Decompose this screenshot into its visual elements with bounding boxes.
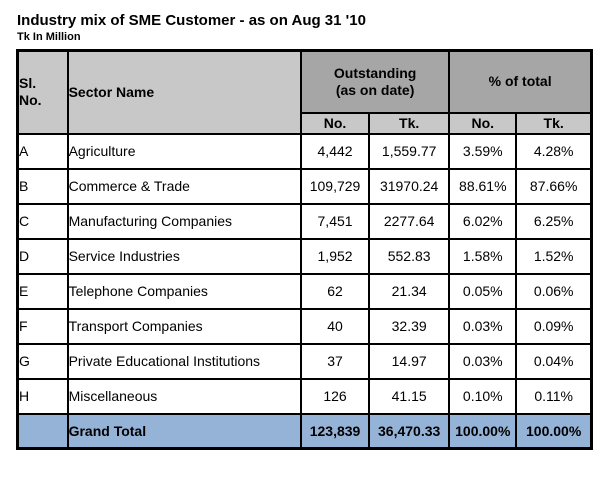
table-row: B Commerce & Trade 109,729 31970.24 88.6… [16, 167, 593, 205]
grand-total-outstanding-no: 123,839 [299, 412, 371, 450]
pct-no-cell: 3.59% [448, 132, 518, 170]
sme-industry-mix-table: Sl. No. Sector Name Outstanding (as on d… [16, 49, 593, 450]
sector-name-cell: Commerce & Trade [66, 167, 302, 205]
pct-tk-cell: 4.28% [515, 132, 593, 170]
pct-no-cell: 6.02% [448, 202, 518, 240]
table-row: A Agriculture 4,442 1,559.77 3.59% 4.28% [16, 132, 593, 170]
column-header-sector-name: Sector Name [66, 49, 302, 135]
row-sl-cell: C [16, 202, 69, 240]
table-row: D Service Industries 1,952 552.83 1.58% … [16, 237, 593, 275]
outstanding-no-cell: 109,729 [299, 167, 371, 205]
outstanding-tk-cell: 14.97 [368, 342, 451, 380]
grand-total-pct-no: 100.00% [448, 412, 518, 450]
column-subheader-pct-no: No. [448, 111, 518, 135]
column-header-outstanding-group: Outstanding (as on date) [299, 49, 451, 114]
column-subheader-outstanding-no: No. [299, 111, 371, 135]
pct-tk-cell: 0.09% [515, 307, 593, 345]
row-sl-cell: E [16, 272, 69, 310]
outstanding-tk-cell: 2277.64 [368, 202, 451, 240]
table-row: E Telephone Companies 62 21.34 0.05% 0.0… [16, 272, 593, 310]
pct-tk-cell: 1.52% [515, 237, 593, 275]
outstanding-tk-cell: 32.39 [368, 307, 451, 345]
outstanding-tk-cell: 31970.24 [368, 167, 451, 205]
outstanding-tk-cell: 21.34 [368, 272, 451, 310]
row-sl-cell: D [16, 237, 69, 275]
row-sl-cell: G [16, 342, 69, 380]
pct-no-cell: 0.10% [448, 377, 518, 415]
pct-no-cell: 0.05% [448, 272, 518, 310]
table-row: G Private Educational Institutions 37 14… [16, 342, 593, 380]
pct-no-cell: 88.61% [448, 167, 518, 205]
outstanding-no-cell: 7,451 [299, 202, 371, 240]
sector-name-cell: Telephone Companies [66, 272, 302, 310]
pct-tk-cell: 0.06% [515, 272, 593, 310]
pct-no-cell: 0.03% [448, 307, 518, 345]
unit-note: Tk In Million [17, 31, 81, 43]
outstanding-no-cell: 126 [299, 377, 371, 415]
sector-name-cell: Transport Companies [66, 307, 302, 345]
table-row: C Manufacturing Companies 7,451 2277.64 … [16, 202, 593, 240]
grand-total-row: Grand Total 123,839 36,470.33 100.00% 10… [16, 412, 593, 450]
header-group-row: Sl. No. Sector Name Outstanding (as on d… [16, 49, 593, 135]
table-row: H Miscellaneous 126 41.15 0.10% 0.11% [16, 377, 593, 415]
outstanding-tk-cell: 1,559.77 [368, 132, 451, 170]
outstanding-no-cell: 40 [299, 307, 371, 345]
sector-name-cell: Service Industries [66, 237, 302, 275]
column-subheader-outstanding-tk: Tk. [368, 111, 451, 135]
outstanding-tk-cell: 41.15 [368, 377, 451, 415]
pct-tk-cell: 0.04% [515, 342, 593, 380]
grand-total-pct-tk: 100.00% [515, 412, 593, 450]
outstanding-no-cell: 4,442 [299, 132, 371, 170]
grand-total-sl-cell [16, 412, 69, 450]
grand-total-outstanding-tk: 36,470.33 [368, 412, 451, 450]
sector-name-cell: Miscellaneous [66, 377, 302, 415]
row-sl-cell: H [16, 377, 69, 415]
pct-no-cell: 0.03% [448, 342, 518, 380]
outstanding-tk-cell: 552.83 [368, 237, 451, 275]
column-subheader-pct-tk: Tk. [515, 111, 593, 135]
grand-total-label: Grand Total [66, 412, 302, 450]
column-header-sl-no: Sl. No. [16, 49, 69, 135]
sector-name-cell: Private Educational Institutions [66, 342, 302, 380]
row-sl-cell: F [16, 307, 69, 345]
row-sl-cell: A [16, 132, 69, 170]
pct-tk-cell: 6.25% [515, 202, 593, 240]
table-row: F Transport Companies 40 32.39 0.03% 0.0… [16, 307, 593, 345]
pct-no-cell: 1.58% [448, 237, 518, 275]
header-sub-row: No. Tk. No. Tk. [18, 111, 593, 135]
pct-tk-cell: 0.11% [515, 377, 593, 415]
page-title: Industry mix of SME Customer - as on Aug… [17, 12, 366, 29]
column-header-pct-of-total-group: % of total [448, 49, 593, 114]
row-sl-cell: B [16, 167, 69, 205]
outstanding-no-cell: 62 [299, 272, 371, 310]
sector-name-cell: Manufacturing Companies [66, 202, 302, 240]
sector-name-cell: Agriculture [66, 132, 302, 170]
pct-tk-cell: 87.66% [515, 167, 593, 205]
outstanding-no-cell: 1,952 [299, 237, 371, 275]
outstanding-no-cell: 37 [299, 342, 371, 380]
